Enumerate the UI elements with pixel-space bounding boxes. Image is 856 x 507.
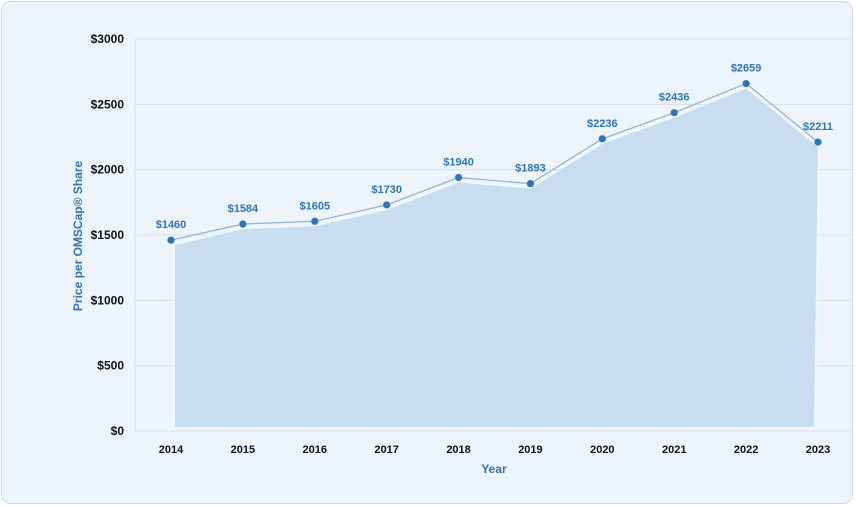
x-tick-label: 2015	[231, 444, 255, 456]
x-tick-label: 2018	[446, 444, 470, 456]
x-axis-ticks: 2014 2015 2016 2017 2018 2019 2020 2021 2022 2023	[159, 444, 830, 456]
series-line-group	[170, 82, 819, 241]
x-tick-label: 2021	[662, 444, 686, 456]
area-series	[175, 88, 818, 427]
series-line	[170, 82, 819, 241]
data-label: $2436	[659, 92, 690, 104]
data-labels: $1460 $1584 $1605 $1730 $1940 $1893 $2236 $2436…	[156, 63, 833, 232]
data-label: $1605	[299, 200, 330, 212]
x-tick-label: 2016	[303, 444, 327, 456]
y-axis-title: Price per OMSCap® Share	[71, 161, 85, 312]
data-point	[526, 180, 535, 188]
data-point	[670, 109, 678, 117]
x-tick-label: 2014	[159, 444, 184, 456]
x-tick-label: 2019	[518, 444, 542, 456]
data-point	[383, 201, 391, 209]
data-point	[311, 217, 319, 225]
data-point	[239, 220, 247, 228]
area-fill	[175, 88, 818, 427]
y-tick-label: $1000	[91, 293, 125, 307]
data-label: $1584	[228, 203, 259, 215]
y-tick-label: $2500	[91, 97, 125, 111]
data-label: $2236	[587, 118, 618, 130]
data-point	[814, 138, 822, 146]
data-point	[742, 79, 750, 88]
y-tick-label: $1500	[91, 228, 125, 242]
data-label: $2211	[803, 121, 833, 133]
data-label: $2659	[731, 63, 762, 75]
data-point	[454, 173, 463, 182]
y-axis-ticks: $0 $500 $1000 $1500 $2000 $2500 $3000	[91, 32, 125, 438]
data-point	[167, 236, 175, 244]
x-tick-label: 2023	[806, 444, 830, 456]
data-label: $1460	[156, 219, 187, 231]
x-tick-label: 2017	[374, 444, 398, 456]
x-tick-label: 2022	[734, 444, 758, 456]
y-tick-label: $0	[111, 424, 125, 438]
data-label: $1730	[371, 184, 402, 196]
x-tick-label: 2020	[590, 444, 614, 456]
x-axis-title: Year	[481, 462, 507, 476]
data-point	[598, 135, 606, 143]
y-tick-label: $3000	[91, 32, 125, 46]
data-label: $1940	[443, 157, 474, 169]
y-tick-label: $500	[97, 359, 124, 373]
data-label: $1893	[515, 163, 546, 175]
data-markers	[167, 79, 822, 244]
y-tick-label: $2000	[91, 163, 125, 177]
